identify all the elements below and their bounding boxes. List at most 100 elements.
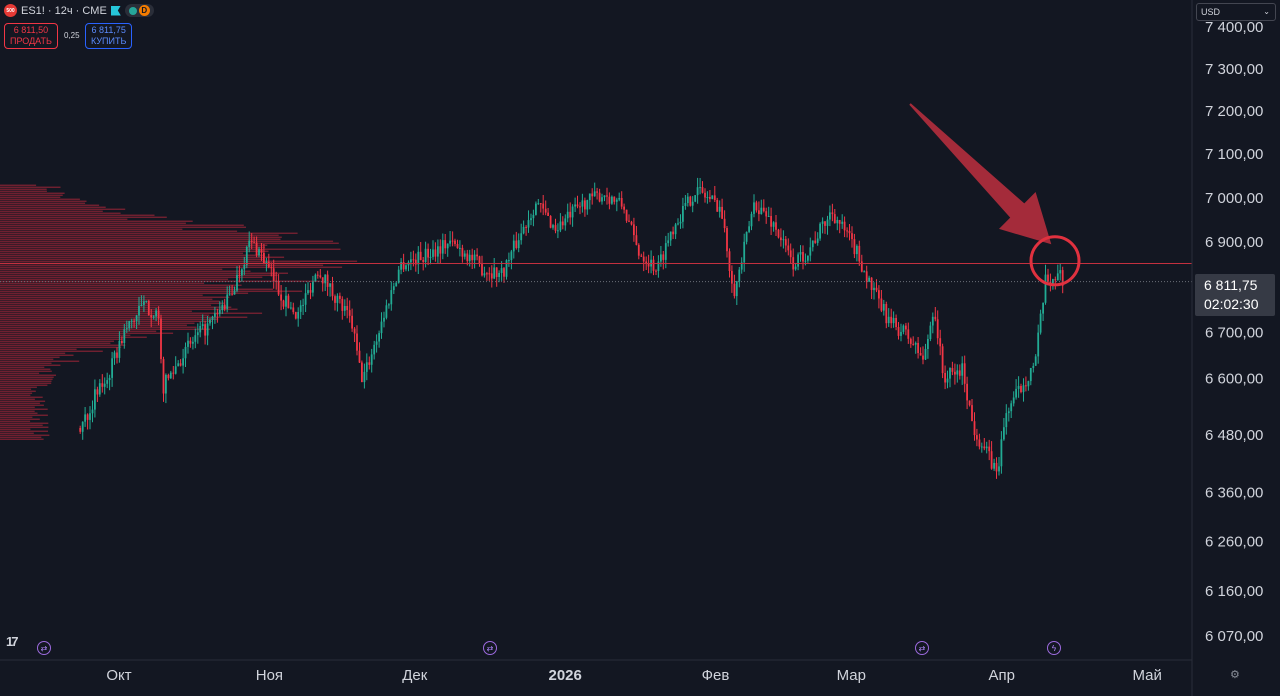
candle-body [971, 405, 973, 422]
candle-body [576, 204, 579, 207]
candle-body [324, 274, 327, 284]
candle-body [1029, 368, 1032, 382]
candle-body [549, 216, 552, 228]
candle-body [280, 294, 282, 301]
candle-body [936, 319, 939, 339]
candle-body [329, 283, 331, 287]
candle-body [1005, 413, 1008, 428]
symbol-header[interactable]: 500 ES1! · 12ч · CME D [4, 4, 154, 17]
candle-body [410, 259, 412, 263]
candle-body [463, 253, 466, 257]
volume-profile-bar [0, 254, 265, 256]
candle-body [182, 358, 184, 366]
highlight-circle [1029, 235, 1081, 287]
candle-body [260, 249, 263, 253]
time-axis[interactable]: Окт Ноя Дек 2026 Фев Мар Апр Май [106, 667, 1162, 684]
candle-body [841, 221, 844, 224]
gear-icon[interactable]: ⚙ [1230, 669, 1240, 681]
candle-body [735, 281, 738, 297]
candle-body [858, 245, 861, 262]
candle-body [765, 211, 768, 217]
candle-body [905, 325, 907, 330]
buy-button[interactable]: 6 811,75 КУПИТЬ [85, 23, 133, 49]
candle-body [189, 340, 192, 344]
event-icon[interactable]: ⇄ [483, 641, 497, 655]
candle-body [885, 304, 888, 324]
candle-body [868, 277, 870, 282]
volume-profile-bar [0, 322, 195, 324]
volume-profile-bar [0, 408, 48, 410]
candle-body [581, 200, 584, 207]
price-axis[interactable]: 7 400,00 7 300,00 7 200,00 7 100,00 7 000,00… [1205, 19, 1263, 645]
candle-body [346, 306, 349, 311]
event-icon[interactable]: ⇄ [915, 641, 929, 655]
candle-body [427, 248, 429, 258]
lightning-icon[interactable]: ϟ [1047, 641, 1061, 655]
candle-body [449, 240, 451, 244]
status-pill[interactable]: D [124, 4, 154, 17]
candle-body [121, 340, 123, 344]
candle-body [380, 321, 383, 334]
candle-body [691, 201, 694, 206]
candle-body [873, 287, 875, 291]
candle-body [196, 332, 199, 336]
candle-body [451, 240, 454, 242]
candle-body [402, 262, 405, 270]
event-icon[interactable]: ⇄ [37, 641, 51, 655]
candle-body [787, 245, 790, 251]
candle-body [995, 462, 998, 472]
candle-body [897, 327, 900, 336]
candle-body [86, 414, 89, 420]
candle-body [941, 346, 944, 374]
candle-body [919, 353, 922, 356]
candle-body [851, 233, 853, 240]
candle-body [199, 326, 202, 333]
symbol-label[interactable]: ES1! · 12ч · CME [21, 4, 107, 17]
candle-body [392, 286, 395, 291]
volume-profile-bar [0, 398, 35, 400]
candle-body [478, 256, 481, 264]
candle-body [258, 249, 260, 256]
candle-body [336, 295, 339, 303]
candle-body [525, 226, 527, 228]
volume-profile-bar [0, 344, 126, 346]
candle-body [682, 206, 684, 222]
currency-select[interactable]: USD ⌄ [1196, 3, 1276, 21]
volume-profile-bar [0, 380, 52, 382]
volume-profile-bar [0, 246, 266, 248]
candle-body [223, 304, 226, 309]
candle-body [365, 362, 368, 372]
candle-body [79, 428, 82, 432]
candle-body [498, 273, 500, 277]
candle-body [363, 371, 366, 383]
volume-profile-bar [0, 300, 220, 302]
candle-body [351, 315, 353, 329]
candle-body [385, 305, 388, 318]
volume-profile-bar [0, 194, 63, 196]
volume-profile-bar [0, 328, 211, 330]
candle-body [574, 204, 576, 207]
candle-body [133, 320, 135, 322]
candle-body [221, 304, 224, 311]
candle-body [914, 343, 917, 345]
candle-body [880, 298, 883, 311]
tradingview-logo-icon[interactable]: 17 [6, 634, 19, 649]
candle-body [799, 252, 802, 255]
candle-body [312, 281, 314, 293]
volume-profile-bar [0, 332, 174, 334]
market-open-dot-icon [128, 6, 137, 15]
candle-body [130, 320, 133, 322]
time-tick-label: Дек [402, 667, 428, 684]
candle-body [912, 343, 915, 345]
candle-body [843, 221, 846, 231]
candle-body [211, 316, 214, 320]
volume-profile-bar [0, 350, 103, 352]
sell-button[interactable]: 6 811,50 ПРОДАТЬ [4, 23, 58, 49]
candle-body [738, 269, 741, 282]
candle-body [263, 252, 265, 264]
candle-body [461, 247, 464, 257]
candle-body [829, 212, 831, 220]
candle-body [486, 273, 488, 275]
volume-profile-bar [0, 310, 192, 312]
